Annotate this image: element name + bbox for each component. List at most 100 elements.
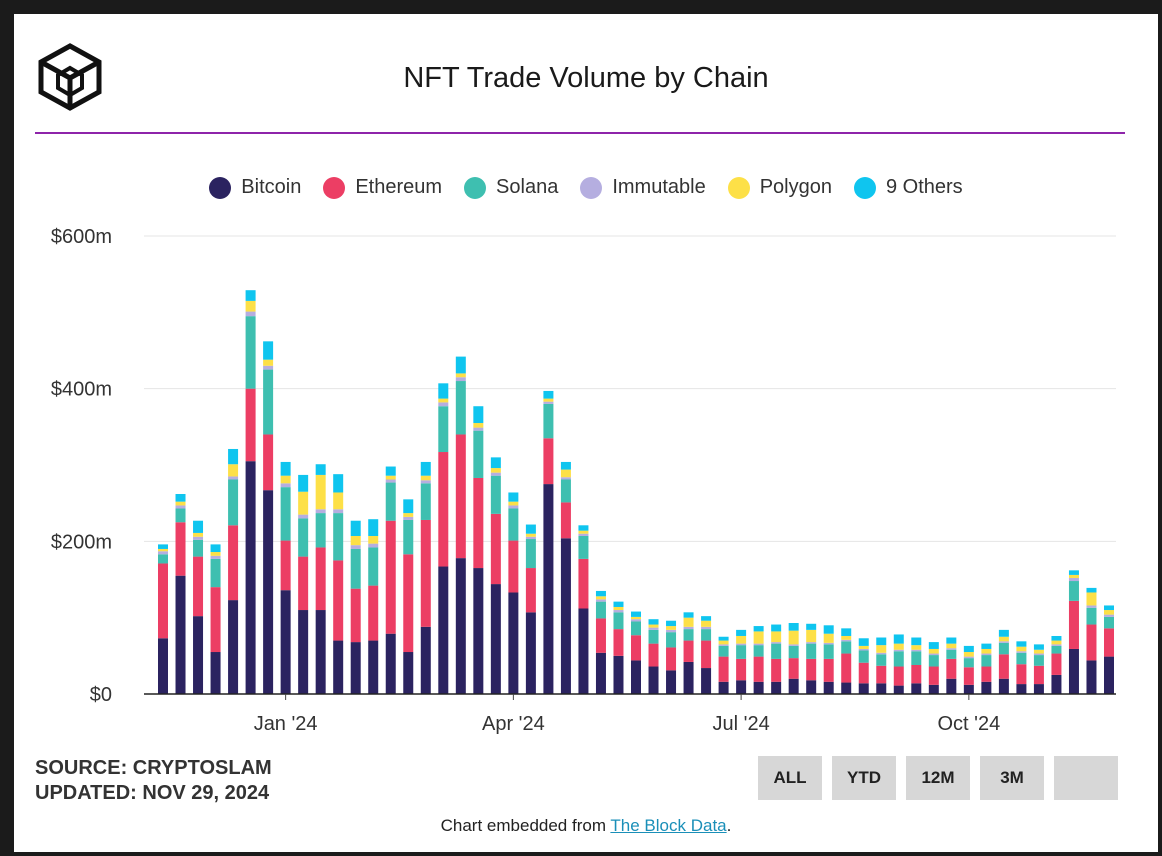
bar-segment-bitcoin — [963, 684, 974, 694]
bar-segment-solana — [788, 645, 799, 659]
bar-segment-ethereum — [1086, 624, 1097, 661]
bar-segment-ethereum — [455, 434, 466, 559]
bar-segment-bitcoin — [666, 670, 677, 694]
bar-segment-9-others — [718, 636, 729, 641]
bar-segment-immutable — [175, 505, 186, 509]
bar-segment-immutable — [753, 643, 764, 646]
bar-segment-polygon — [1104, 610, 1114, 615]
bar-segment-immutable — [823, 642, 834, 645]
bar-segment-ethereum — [175, 522, 186, 576]
y-tick-label: $200m — [51, 531, 112, 553]
bar-segment-immutable — [666, 629, 677, 633]
bar-segment-polygon — [420, 475, 431, 481]
bar-segment-solana — [998, 642, 1009, 655]
bar-segment-polygon — [928, 648, 939, 654]
bar-segment-immutable — [543, 401, 554, 404]
bar-segment-9-others — [210, 544, 221, 553]
source-text: SOURCE: CRYPTOSLAM — [35, 757, 272, 779]
bar-segment-9-others — [315, 464, 326, 475]
bar-segment-immutable — [946, 648, 957, 650]
range-all-button[interactable]: ALL — [758, 756, 822, 800]
bar-segment-polygon — [473, 423, 484, 428]
the-block-data-link[interactable]: The Block Data — [610, 816, 727, 835]
legend-item-ethereum[interactable]: Ethereum — [323, 176, 442, 199]
bar-segment-solana — [245, 316, 256, 389]
bar-segment-ethereum — [350, 588, 361, 643]
bar-segment-9-others — [525, 524, 536, 534]
bar-segment-ethereum — [245, 388, 256, 462]
legend-item-bitcoin[interactable]: Bitcoin — [209, 176, 301, 199]
legend-item-immutable[interactable]: Immutable — [580, 176, 706, 199]
legend-item-solana[interactable]: Solana — [464, 176, 558, 199]
bar-segment-bitcoin — [525, 612, 536, 694]
embed-footer: Chart embedded from The Block Data. — [14, 816, 1158, 836]
bar-segment-immutable — [631, 619, 641, 622]
bar-segment-ethereum — [368, 585, 379, 641]
bar-segment-ethereum — [858, 662, 869, 684]
bar-segment-9-others — [245, 290, 256, 301]
bar-segment-solana — [928, 655, 939, 667]
bar-segment-bitcoin — [438, 566, 449, 694]
bar-segment-solana — [876, 654, 887, 666]
bar-segment-9-others — [981, 643, 992, 649]
bar-segment-9-others — [648, 619, 659, 625]
bar-segment-immutable — [595, 599, 606, 602]
bar-segment-ethereum — [911, 664, 922, 684]
stacked-bar-chart: $0 $200m $400m $600m Jan '24 Apr '24 Jul '24 Oc… — [51, 226, 1116, 735]
bar-segment-bitcoin — [403, 652, 414, 694]
bar-segment-ethereum — [946, 658, 957, 679]
bar-segment-ethereum — [753, 656, 764, 682]
bar-segment-9-others — [823, 625, 834, 634]
legend-item-polygon[interactable]: Polygon — [727, 176, 832, 199]
bar-segment-polygon — [736, 635, 747, 644]
bar-segment-ethereum — [1016, 664, 1027, 685]
range-12m-button[interactable]: 12M — [906, 756, 970, 800]
legend-swatch-bitcoin — [209, 176, 232, 199]
bar-segment-immutable — [228, 476, 239, 480]
bar-segment-polygon — [841, 635, 852, 640]
bar-segment-immutable — [560, 477, 571, 480]
bar-segment-bitcoin — [228, 600, 239, 694]
bar-segment-solana — [158, 554, 168, 564]
bar-segment-solana — [508, 508, 519, 541]
x-tick-label: Oct '24 — [937, 713, 1000, 735]
bar-segment-solana — [315, 513, 326, 548]
bar-segment-9-others — [1051, 635, 1062, 641]
bar-segment-immutable — [245, 311, 256, 317]
bar-segment-polygon — [385, 475, 396, 480]
bar-segment-bitcoin — [1016, 684, 1027, 694]
bar-segment-immutable — [350, 545, 361, 549]
bar-segment-bitcoin — [823, 681, 834, 694]
range-blank-button[interactable] — [1054, 756, 1118, 800]
bar-segment-immutable — [928, 653, 939, 656]
bar-segment-ethereum — [263, 434, 274, 491]
bar-segment-immutable — [280, 483, 291, 488]
bar-segment-immutable — [438, 402, 449, 407]
bar-segment-solana — [1016, 652, 1027, 665]
bar-segment-ethereum — [280, 540, 291, 591]
bar-segment-9-others — [998, 629, 1009, 637]
bar-segment-9-others — [858, 638, 869, 646]
bar-segment-ethereum — [1051, 653, 1062, 675]
bar-segment-immutable — [368, 543, 379, 548]
bar-segment-9-others — [946, 637, 957, 644]
bar-segment-immutable — [578, 533, 589, 536]
bar-segment-ethereum — [490, 513, 501, 585]
bar-segment-ethereum — [613, 629, 624, 656]
bar-segment-9-others — [473, 406, 484, 424]
bar-segment-9-others — [736, 629, 747, 636]
range-3m-button[interactable]: 3M — [980, 756, 1044, 800]
bar-segment-polygon — [631, 616, 641, 620]
the-block-logo — [38, 43, 102, 111]
bar-segment-ethereum — [736, 658, 747, 681]
bar-segment-solana — [368, 547, 379, 586]
bar-segment-immutable — [385, 479, 396, 483]
legend-item-others[interactable]: 9 Others — [853, 176, 963, 199]
bar-segment-immutable — [718, 644, 729, 646]
bar-segment-solana — [455, 381, 466, 435]
bar-segment-9-others — [368, 519, 379, 536]
bar-segment-9-others — [631, 611, 641, 617]
bar-segment-solana — [893, 651, 904, 667]
range-ytd-button[interactable]: YTD — [832, 756, 896, 800]
bar-segment-ethereum — [333, 560, 344, 641]
